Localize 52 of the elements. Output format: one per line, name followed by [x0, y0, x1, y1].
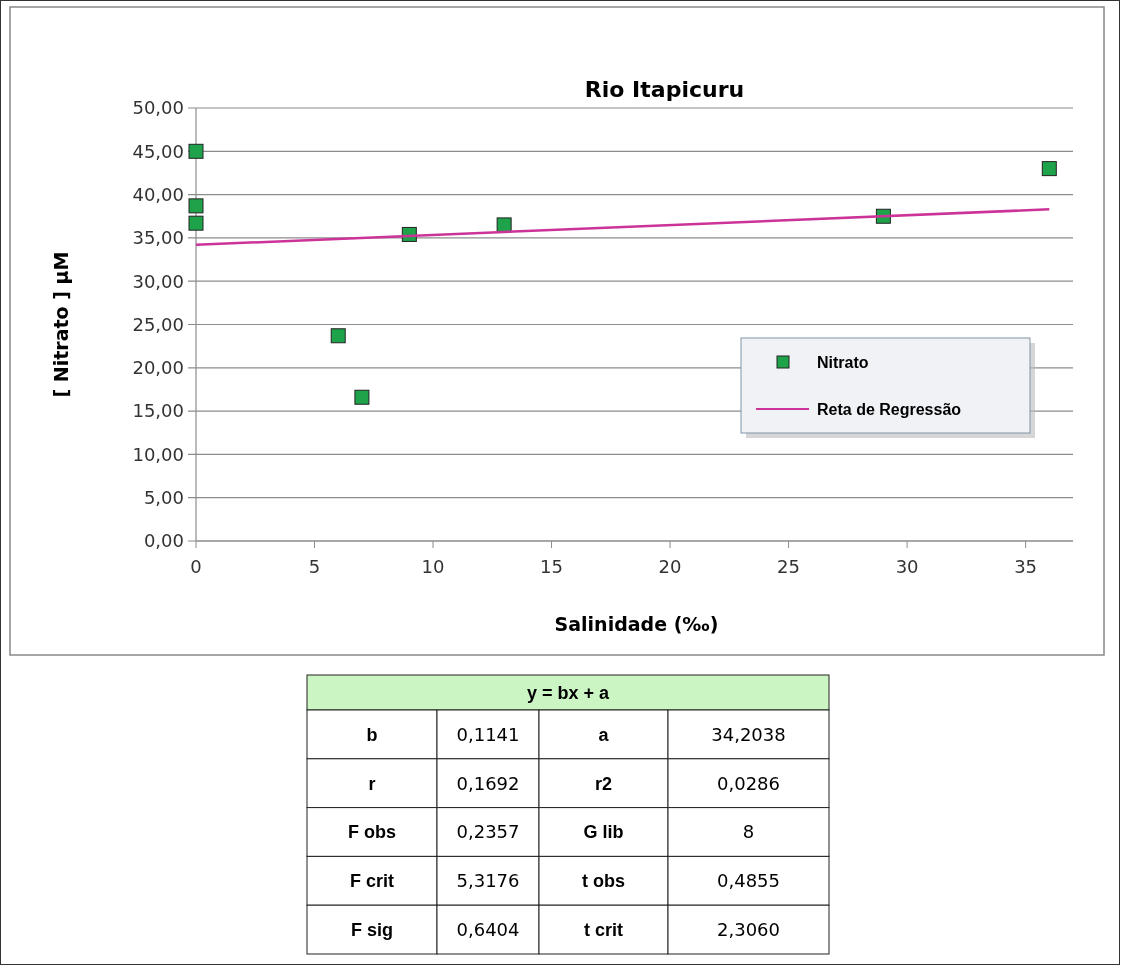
text: 34,2038 [711, 723, 786, 745]
text: 5,3176 [456, 870, 520, 892]
text: 0,0286 [717, 772, 780, 794]
y-tick-label: 5,00 [143, 487, 184, 508]
point [496, 217, 512, 233]
text: 0,1692 [456, 772, 520, 794]
text: a [598, 724, 610, 745]
text: r2 [594, 773, 613, 794]
y-tick-label: 0,00 [143, 530, 184, 552]
y-tick-label: 40,00 [132, 183, 184, 205]
x-tick-label: 10 [421, 556, 445, 577]
text: F obs [348, 822, 396, 843]
x-tick-label: 30 [895, 556, 919, 577]
point [1041, 161, 1057, 177]
x-tick-label: 25 [777, 556, 801, 577]
text: 0,6404 [456, 918, 520, 940]
y-axis-title: [ Nitrato ] µM [50, 251, 72, 398]
point [330, 328, 346, 344]
y-tick-label: 35,00 [132, 227, 184, 249]
text: 0,1141 [456, 723, 520, 745]
point [354, 389, 370, 405]
x-tick-label: 5 [308, 556, 321, 577]
legend-label: Nitrato [817, 353, 869, 371]
x-tick-label: 20 [658, 556, 682, 577]
y-tick-label: 50,00 [132, 97, 184, 119]
text: 0,2357 [456, 821, 520, 843]
text: y = bx + a [526, 682, 611, 703]
x-tick-label: 35 [1014, 556, 1038, 577]
text: 0,4855 [717, 870, 780, 892]
point [188, 143, 204, 159]
y-tick-label: 20,00 [132, 357, 184, 379]
text: 2,3060 [717, 918, 780, 940]
y-tick-label: 45,00 [132, 140, 184, 162]
chart-title: Rio Itapicuru [584, 77, 745, 102]
x-tick-label: 0 [190, 556, 202, 577]
text: r [368, 773, 376, 794]
legend-label: Reta de Regressão [817, 400, 962, 418]
text: G lib [583, 822, 624, 843]
text: 8 [742, 821, 755, 843]
point [188, 198, 204, 214]
x-axis-title: Salinidade (‰) [554, 613, 719, 635]
x-tick-label: 15 [540, 556, 563, 577]
text: F crit [349, 871, 395, 892]
point [188, 215, 204, 231]
text: t obs [582, 871, 625, 892]
y-tick-label: 25,00 [132, 313, 184, 335]
y-tick-label: 10,00 [132, 443, 184, 465]
text: F sig [350, 919, 394, 940]
y-tick-label: 30,00 [132, 270, 184, 292]
y-tick-label: 15,00 [132, 400, 184, 422]
text: t crit [583, 919, 624, 940]
text: b [366, 724, 378, 745]
